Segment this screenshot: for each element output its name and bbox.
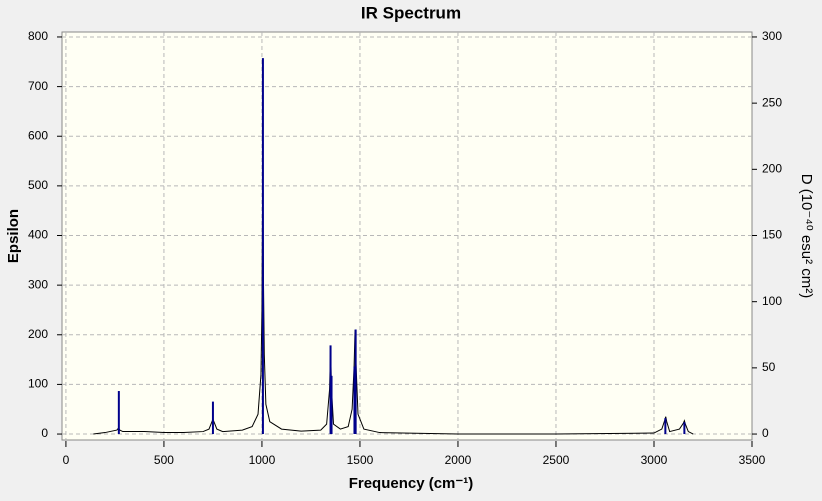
y-tick-label: 400: [28, 228, 48, 242]
x-tick-label: 2000: [445, 453, 472, 467]
y-tick-label: 800: [28, 29, 48, 43]
y-tick-label: 0: [41, 426, 48, 440]
x-tick-label: 0: [63, 453, 70, 467]
y2-axis-label: D (10⁻⁴⁰ esu² cm²): [798, 174, 815, 299]
y2-tick-label: 200: [762, 161, 782, 175]
x-tick-label: 1500: [347, 453, 374, 467]
x-tick-label: 3500: [739, 453, 766, 467]
y-tick-label: 500: [28, 178, 48, 192]
y-tick-label: 700: [28, 79, 48, 93]
y2-tick-label: 100: [762, 294, 782, 308]
x-axis-label: Frequency (cm⁻¹): [349, 475, 474, 492]
y2-tick-label: 50: [762, 360, 776, 374]
x-tick-label: 3000: [641, 453, 668, 467]
y-tick-label: 200: [28, 327, 48, 341]
y2-tick-label: 300: [762, 29, 782, 43]
y-tick-label: 100: [28, 377, 48, 391]
y-tick-label: 600: [28, 128, 48, 142]
y-tick-label: 300: [28, 277, 48, 291]
x-tick-label: 1000: [249, 453, 276, 467]
spectrum-line: [93, 170, 694, 435]
y2-tick-label: 150: [762, 228, 782, 242]
chart-title: IR Spectrum: [361, 3, 461, 22]
x-tick-label: 500: [154, 453, 174, 467]
y-axis-label: Epsilon: [5, 209, 22, 263]
x-tick-label: 2500: [543, 453, 570, 467]
y2-tick-label: 250: [762, 95, 782, 109]
y2-tick-label: 0: [762, 426, 769, 440]
